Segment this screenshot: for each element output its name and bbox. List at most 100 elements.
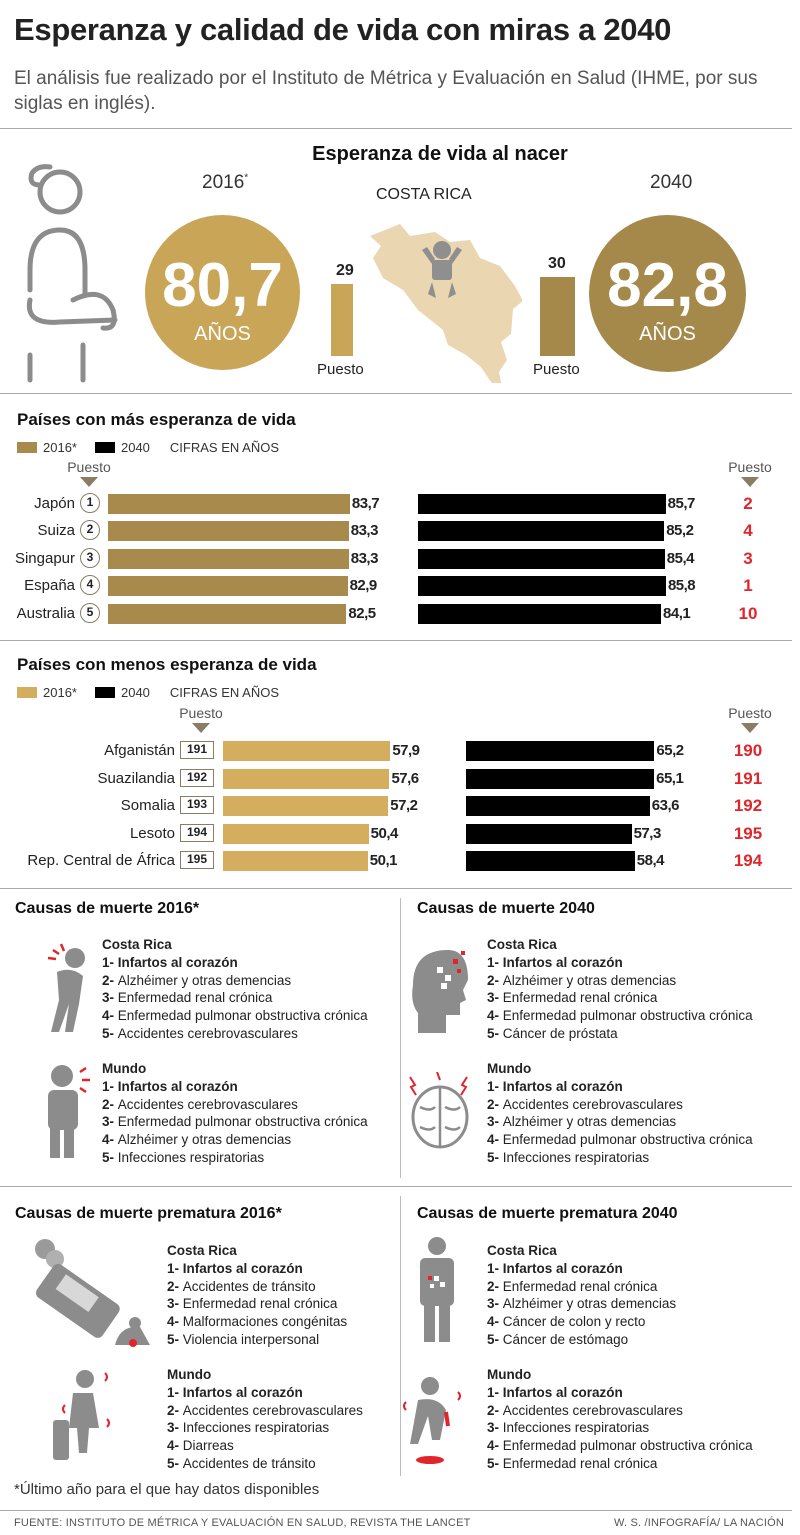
cause-number: 2- (487, 1402, 503, 1418)
bar-2016 (108, 521, 349, 541)
cause-text: Infartos al corazón (502, 954, 623, 970)
cause-number: 1- (487, 1078, 503, 1094)
bar-2040 (418, 604, 662, 624)
cause-list: Mundo 1- Infartos al corazón 2- Accidentes… (487, 1366, 753, 1473)
value-label-2040: 58,4 (636, 852, 665, 869)
cause-number: 4- (102, 1008, 118, 1024)
cause-number: 1- (167, 1384, 183, 1400)
cause-item: 4- Malformaciones congénitas (167, 1313, 347, 1331)
cause-location: Mundo (167, 1367, 212, 1382)
country-name: España (24, 577, 75, 594)
cause-item: 5- Infecciones respiratorias (487, 1149, 753, 1167)
legend-swatch-1 (94, 687, 115, 698)
bar-2040 (466, 796, 650, 816)
cause-text: Violencia interpersonal (182, 1331, 320, 1347)
legend-swatch-0 (17, 442, 37, 453)
value-label-2040: 63,6 (651, 797, 680, 814)
bar-2016 (223, 824, 369, 844)
causes-heading: Causas de muerte prematura 2040 (417, 1205, 678, 1222)
cause-item: 4- Enfermedad pulmonar obstructiva cróni… (487, 1131, 753, 1149)
cause-text: Infartos al corazón (117, 954, 238, 970)
country-label: COSTA RICA (376, 186, 472, 203)
cause-number: 4- (487, 1132, 503, 1148)
table-row: Afganistán 191 57,9 65,2 190 (0, 739, 800, 763)
cause-text: Infartos al corazón (502, 1384, 623, 1400)
rank-2016: 3 (80, 548, 100, 568)
causes-heading: Causas de muerte prematura 2016* (15, 1205, 282, 1222)
rank-label-2040: Puesto (533, 361, 580, 378)
bar-2040 (418, 549, 665, 569)
table-row: Japón 1 83,7 85,7 2 (0, 492, 800, 516)
value-label-2016: 57,9 (392, 742, 420, 759)
value-2016: 80,7 (162, 251, 283, 320)
cause-item: 3- Enfermedad pulmonar obstructiva cróni… (102, 1113, 368, 1131)
cause-item: 2- Accidentes cerebrovasculares (167, 1402, 363, 1420)
rank-label-2016: Puesto (317, 361, 364, 378)
cause-text: Infartos al corazón (182, 1384, 303, 1400)
down-triangle-icon (741, 723, 759, 733)
cause-item: 1- Infartos al corazón (487, 1260, 676, 1278)
cause-item: 5- Accidentes cerebrovasculares (102, 1025, 368, 1043)
rank-2040: 30 (548, 255, 566, 272)
rank-header-label: Puesto (67, 459, 111, 475)
rank-2016: 4 (80, 575, 100, 595)
cause-list: Costa Rica 1- Infartos al corazón 2- Alzhé… (487, 936, 753, 1043)
cause-item: 2- Accidentes cerebrovasculares (102, 1096, 368, 1114)
year-2016: 2016* (202, 172, 249, 193)
country-name: Suazilandia (97, 770, 175, 787)
person-toilet-icon (53, 1370, 110, 1460)
car-accident-icon (35, 1239, 150, 1347)
divider (400, 1196, 401, 1476)
unit-2016: AÑOS (194, 323, 251, 345)
cause-text: Accidentes cerebrovasculares (182, 1402, 363, 1418)
cause-number: 3- (167, 1296, 183, 1312)
cause-item: 1- Infartos al corazón (487, 954, 753, 972)
cause-list: Costa Rica 1- Infartos al corazón 2- Accid… (167, 1242, 347, 1349)
cause-location: Costa Rica (167, 1243, 237, 1258)
cause-text: Cáncer de estómago (502, 1331, 629, 1347)
cause-item: 1- Infartos al corazón (102, 1078, 368, 1096)
rank-header-label: Puesto (179, 705, 223, 721)
cause-item: 2- Accidentes cerebrovasculares (487, 1096, 753, 1114)
divider (0, 888, 792, 889)
rank-2040: 4 (743, 521, 753, 540)
rank-bar-2016 (331, 284, 353, 356)
bar-2016 (223, 769, 390, 789)
cause-item: 1- Infartos al corazón (167, 1384, 363, 1402)
cause-text: Infecciones respiratorias (182, 1420, 330, 1436)
down-triangle-icon (741, 477, 759, 487)
rank-header-label: Puesto (728, 705, 772, 721)
cause-location: Mundo (102, 1061, 147, 1076)
cause-number: 3- (102, 990, 118, 1006)
bar-2016 (108, 494, 350, 514)
cause-text: Enfermedad renal crónica (182, 1296, 338, 1312)
rank-2016: 1 (80, 493, 100, 513)
divider (400, 898, 401, 1178)
cause-text: Alzhéimer y otras demencias (502, 1296, 677, 1312)
cause-number: 2- (102, 972, 118, 988)
rank-header-2016: Puesto (62, 459, 116, 487)
cause-number: 3- (167, 1420, 183, 1436)
cause-number: 4- (167, 1314, 183, 1330)
cause-text: Alzhéimer y otras demencias (117, 1132, 292, 1148)
bar-2040 (466, 851, 635, 871)
cause-text: Accidentes cerebrovasculares (502, 1402, 683, 1418)
rank-2040: 190 (733, 741, 763, 760)
cause-item: 3- Alzhéimer y otras demencias (487, 1295, 676, 1313)
cause-text: Diarreas (182, 1438, 234, 1454)
cause-number: 3- (487, 1420, 503, 1436)
cause-number: 2- (487, 1096, 503, 1112)
legend-label-1: 2040 (120, 440, 150, 455)
cause-number: 1- (487, 954, 503, 970)
cause-text: Enfermedad pulmonar obstructiva crónica (117, 1114, 368, 1130)
cause-text: Enfermedad pulmonar obstructiva crónica (502, 1132, 753, 1148)
cause-location: Costa Rica (102, 937, 172, 952)
cause-item: 4- Alzhéimer y otras demencias (102, 1131, 368, 1149)
cause-item: 2- Enfermedad renal crónica (487, 1278, 676, 1296)
cause-number: 2- (487, 972, 503, 988)
legend-label-1: 2040 (120, 685, 150, 700)
cause-number: 4- (487, 1438, 503, 1454)
table-row: Somalia 193 57,2 63,6 192 (0, 794, 800, 818)
legend-swatch-0 (17, 687, 37, 698)
value-label-2040: 84,1 (663, 605, 691, 622)
